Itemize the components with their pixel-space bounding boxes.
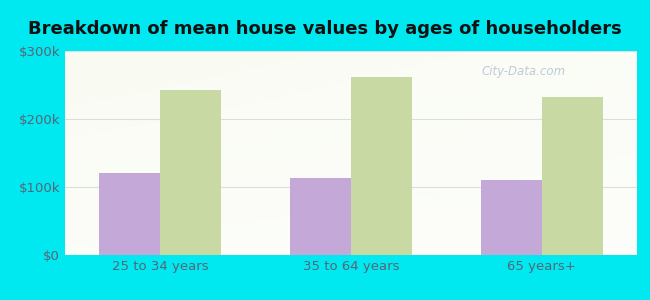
Text: Breakdown of mean house values by ages of householders: Breakdown of mean house values by ages o… [28, 20, 622, 38]
Bar [290, 178, 351, 255]
Bar [351, 77, 412, 255]
Bar [99, 173, 161, 255]
Text: City-Data.com: City-Data.com [481, 65, 565, 79]
Bar [161, 90, 222, 255]
Bar [480, 180, 541, 255]
Bar [541, 97, 603, 255]
